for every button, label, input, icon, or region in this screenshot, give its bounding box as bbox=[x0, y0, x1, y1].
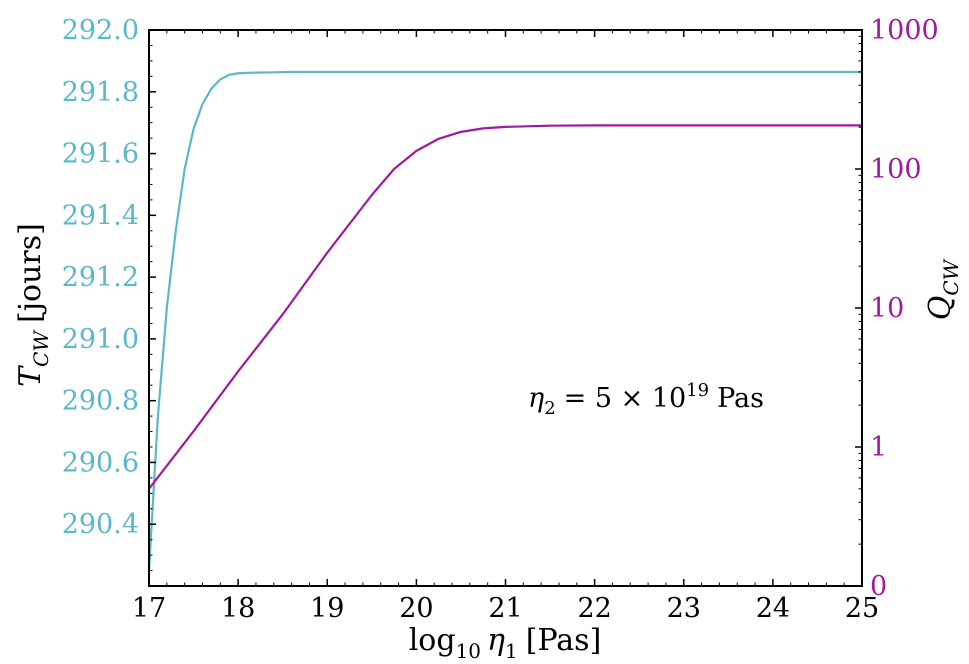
x-axis-label-sub: 10 bbox=[456, 639, 481, 663]
right-y-axis-label: QCW bbox=[923, 258, 963, 320]
left-y-tick-label: 291.2 bbox=[62, 262, 139, 293]
annotation: η2 = 5 × 1019 Pas bbox=[528, 380, 764, 419]
x-tick-label: 25 bbox=[845, 593, 879, 624]
series-line-left-axis bbox=[147, 70, 862, 571]
x-tick-label: 18 bbox=[221, 593, 255, 624]
x-axis-ticks: 17 18 19 20 21 22 23 24 25 bbox=[132, 30, 879, 624]
x-tick-label: 21 bbox=[488, 593, 522, 624]
x-tick-label: 20 bbox=[399, 593, 433, 624]
x-axis-label: log10 η1 [Pas] bbox=[409, 623, 602, 663]
left-y-tick-label: 291.6 bbox=[62, 139, 139, 170]
x-tick-label: 24 bbox=[756, 593, 790, 624]
right-y-tick-label: 1 bbox=[870, 432, 887, 463]
right-y-tick-label: 10 bbox=[870, 293, 904, 324]
annotation-unit: Pas bbox=[717, 383, 764, 414]
annotation-var: η bbox=[528, 383, 544, 414]
right-y-tick-label: 100 bbox=[870, 154, 922, 185]
x-tick-label: 17 bbox=[132, 593, 166, 624]
series-line-right-axis bbox=[148, 124, 862, 490]
annotation-exponent: 19 bbox=[686, 380, 709, 401]
x-tick-label: 22 bbox=[577, 593, 611, 624]
x-axis-label-var: η bbox=[487, 623, 505, 658]
left-y-tick-label: 291.8 bbox=[62, 77, 139, 108]
left-y-tick-label: 291.4 bbox=[62, 200, 139, 231]
right-y-tick-label: 1000 bbox=[870, 15, 939, 46]
annotation-var-sub: 2 bbox=[544, 398, 555, 419]
left-y-tick-label: 290.8 bbox=[62, 386, 139, 417]
left-y-tick-label: 292.0 bbox=[62, 15, 139, 46]
right-y-axis-ticks: 0 1 10 100 1000 bbox=[855, 15, 939, 602]
x-tick-label: 23 bbox=[667, 593, 701, 624]
right-y-axis-label-var: Q bbox=[923, 296, 958, 321]
left-y-axis-label-sub: CW bbox=[29, 330, 53, 367]
x-axis-label-main: log bbox=[409, 623, 456, 658]
left-y-axis-ticks: 290.4 290.6 290.8 291.0 291.2 291.4 291.6 291.8… bbox=[62, 15, 156, 587]
left-y-tick-label: 291.0 bbox=[62, 324, 139, 355]
left-y-tick-label: 290.4 bbox=[62, 509, 139, 540]
left-y-tick-label: 290.6 bbox=[62, 447, 139, 478]
left-y-axis-label-var: T bbox=[13, 365, 48, 387]
plot-lines bbox=[147, 70, 862, 571]
right-y-tick-label: 0 bbox=[870, 571, 887, 602]
right-y-axis-label-sub: CW bbox=[939, 258, 963, 295]
annotation-equation: = 5 × 10 bbox=[564, 383, 687, 414]
x-tick-label: 19 bbox=[310, 593, 344, 624]
x-axis-label-unit: [Pas] bbox=[526, 623, 602, 658]
left-y-axis-label-unit: [jours] bbox=[13, 223, 48, 323]
x-axis-label-var-sub: 1 bbox=[505, 639, 518, 663]
left-y-axis-label: TCW [jours] bbox=[13, 223, 53, 387]
